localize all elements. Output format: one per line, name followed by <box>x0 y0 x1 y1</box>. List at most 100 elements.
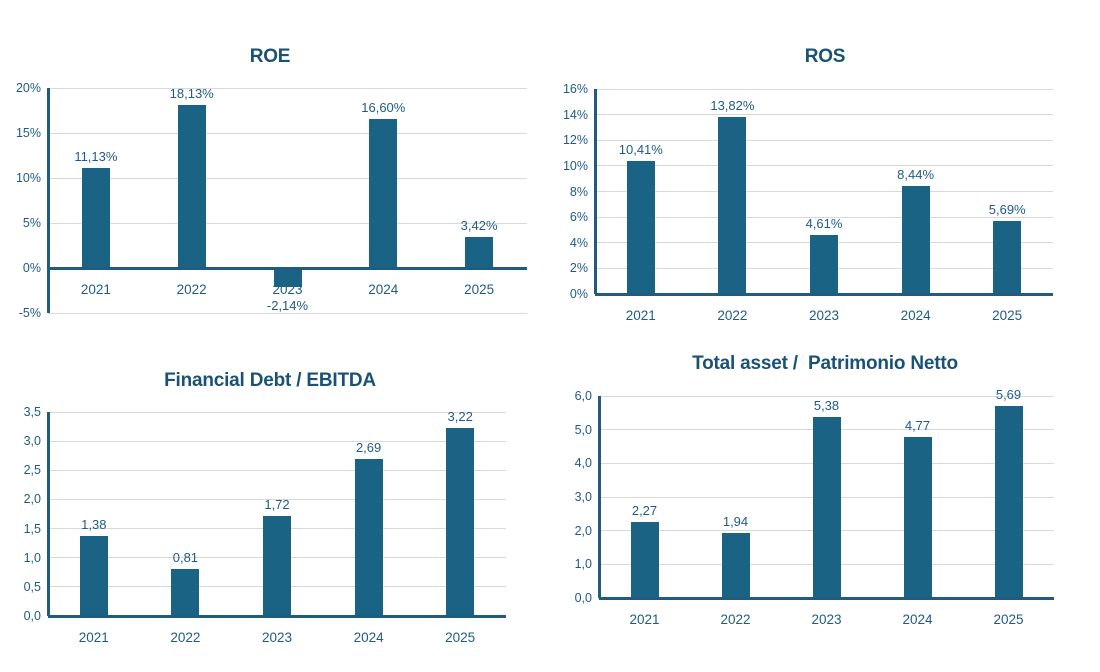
y-tick-label: 2,5 <box>23 463 41 478</box>
y-tick-label: 1,0 <box>23 550 41 565</box>
bar <box>630 521 659 598</box>
bar-value-label: 1,38 <box>81 516 107 532</box>
chart-financial-debt-ebitda: Financial Debt / EBITDA 0,0 0,5 1,0 1,5 2,0 2… <box>0 360 540 672</box>
y-tick-label: 0,0 <box>23 609 41 623</box>
y-tick-label: 0,0 <box>574 591 592 605</box>
bar-value-label: 2,69 <box>355 440 382 456</box>
y-tick-label: 0,5 <box>23 579 41 594</box>
bar <box>465 237 494 268</box>
x-tick-label: 2025 <box>464 282 495 297</box>
y-tick-label: 2% <box>569 261 588 276</box>
bar <box>812 416 841 598</box>
gridline <box>595 88 1053 90</box>
y-axis-line <box>47 88 50 313</box>
chart-title: Financial Debt / EBITDA <box>164 370 376 391</box>
bar-value-label: 13,82% <box>710 97 755 113</box>
y-tick-label: 2,0 <box>23 492 41 507</box>
bar-value-label: 3,42% <box>460 218 498 234</box>
y-tick-label: 3,0 <box>23 434 41 449</box>
x-tick-label: 2023 <box>808 308 840 323</box>
bar-value-label: 4,61% <box>805 215 843 231</box>
x-tick-label: 2023 <box>261 630 293 645</box>
chart-total-asset-patrimonio-netto: Total asset / Patrimonio Netto 0,0 1,0 2,0… <box>550 344 1100 672</box>
bar <box>354 459 383 616</box>
x-tick-label: 2021 <box>625 308 656 323</box>
y-tick-label: 4% <box>569 235 588 250</box>
y-tick-label: -5% <box>18 306 41 320</box>
chart-title: Total asset / Patrimonio Netto <box>692 353 958 374</box>
bar <box>721 532 750 598</box>
gridline <box>48 87 527 89</box>
plot-area: 0% 2% 4% 6% 8% 10% 12% 14% 16% 10,41% 2021 13,82% 20… <box>550 36 1100 348</box>
chart-ros: ROS 0% 2% 4% 6% 8% 10% 12% 14% 16% 10,41% 2021 13,8… <box>550 36 1100 348</box>
x-tick-label: 2025 <box>993 612 1024 627</box>
bar-value-label: 1,72 <box>264 496 290 512</box>
bar-value-label: 3,22 <box>447 409 473 425</box>
y-tick-label: 5,0 <box>574 422 592 437</box>
bar <box>369 118 398 268</box>
x-tick-label: 2021 <box>80 282 111 297</box>
bar <box>79 535 108 616</box>
chart-title: ROE <box>249 46 291 67</box>
y-tick-label: 20% <box>15 81 41 95</box>
y-tick-label: 3,5 <box>23 405 41 419</box>
x-tick-label: 2023 <box>811 612 842 627</box>
x-tick-label: 2021 <box>629 612 660 627</box>
x-tick-label: 2025 <box>445 630 476 645</box>
gridline <box>48 469 506 471</box>
chart-roe: ROE -5% 0% 5% 10% 15% 20% 11,13% 2021 18,13% 2022… <box>0 36 540 348</box>
bar-value-label: 4,77 <box>904 418 931 434</box>
y-tick-label: 15% <box>15 126 41 140</box>
x-tick-label: 2025 <box>992 308 1023 323</box>
x-tick-label: 2024 <box>902 612 933 627</box>
gridline <box>48 222 527 224</box>
x-axis-line <box>48 615 506 618</box>
y-tick-label: 14% <box>562 107 588 122</box>
y-axis-line <box>594 89 597 294</box>
bar <box>994 406 1023 598</box>
bar <box>171 568 200 616</box>
x-tick-label: 2022 <box>717 308 748 323</box>
y-tick-label: 0% <box>569 287 588 301</box>
y-tick-label: 6,0 <box>574 389 592 403</box>
bar-value-label: 18,13% <box>169 85 214 101</box>
y-tick-label: 3,0 <box>574 490 592 504</box>
gridline <box>48 312 527 314</box>
bar-value-label: 8,44% <box>897 166 935 182</box>
bar <box>177 104 206 268</box>
gridline <box>48 411 506 413</box>
bar-value-label: 2,27 <box>631 502 658 518</box>
plot-area: -5% 0% 5% 10% 15% 20% 11,13% 2021 18,13% 2022 -2,1… <box>0 36 540 348</box>
bar <box>626 160 655 294</box>
gridline <box>595 216 1053 218</box>
bar-value-label: 16,60% <box>361 99 406 115</box>
bar-value-label: 1,94 <box>722 513 749 529</box>
gridline <box>48 132 527 134</box>
plot-area: 0,0 0,5 1,0 1,5 2,0 2,5 3,0 3,5 1,38 2021 0,81 2022… <box>0 360 540 672</box>
gridline <box>48 177 527 179</box>
x-tick-label: 2022 <box>176 282 207 297</box>
x-tick-label: 2022 <box>720 612 751 627</box>
bar <box>263 515 291 616</box>
y-tick-label: 4,0 <box>574 456 592 471</box>
x-tick-label: 2024 <box>900 308 931 323</box>
y-tick-label: 6% <box>569 210 588 225</box>
bar <box>810 234 838 294</box>
y-tick-label: 5% <box>22 216 41 230</box>
bar-value-label: 5,69 <box>995 387 1022 403</box>
y-tick-label: 0% <box>22 261 41 275</box>
y-tick-label: 1,5 <box>23 521 41 536</box>
bar-value-label: -2,14% <box>266 298 309 314</box>
y-tick-label: 12% <box>562 133 588 148</box>
gridline <box>595 165 1053 167</box>
bar-value-label: 5,69% <box>988 202 1026 218</box>
bar <box>901 185 930 294</box>
y-axis-line <box>598 396 601 598</box>
bar <box>446 428 475 616</box>
gridline <box>599 395 1054 397</box>
bar-value-label: 0,81 <box>172 549 199 565</box>
gridline <box>595 114 1053 116</box>
bar-value-label: 10,41% <box>618 141 663 157</box>
bar <box>718 116 747 294</box>
gridline <box>48 440 506 442</box>
